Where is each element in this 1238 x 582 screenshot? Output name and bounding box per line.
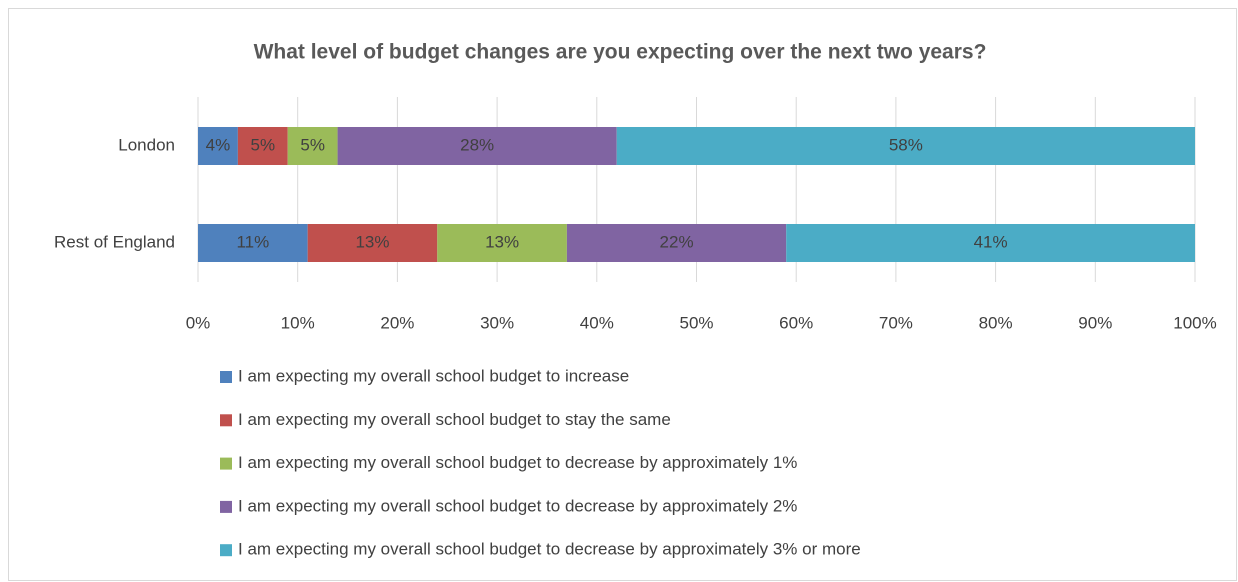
- bar-segment: [616, 127, 1195, 165]
- y-tick-label: London: [118, 135, 175, 154]
- bar-segment: [237, 127, 288, 165]
- x-tick-label: 10%: [281, 313, 315, 332]
- x-tick-label: 50%: [679, 313, 713, 332]
- legend-label: I am expecting my overall school budget …: [238, 540, 861, 559]
- legend-swatch: [220, 371, 232, 383]
- x-tick-label: 60%: [779, 313, 813, 332]
- bar-segment: [307, 224, 438, 262]
- data-label: 4%: [206, 135, 231, 154]
- chart-border: [8, 8, 1237, 581]
- x-tick-label: 80%: [979, 313, 1013, 332]
- legend-swatch: [220, 544, 232, 557]
- bar-segment: [198, 127, 238, 165]
- x-tick-label: 0%: [186, 313, 211, 332]
- data-label: 13%: [355, 232, 389, 251]
- x-tick-label: 100%: [1173, 313, 1216, 332]
- legend-label: I am expecting my overall school budget …: [238, 453, 797, 472]
- x-tick-label: 70%: [879, 313, 913, 332]
- data-label: 41%: [974, 232, 1008, 251]
- chart-title: What level of budget changes are you exp…: [254, 41, 987, 64]
- legend-label: I am expecting my overall school budget …: [238, 410, 671, 429]
- data-label: 5%: [251, 135, 276, 154]
- legend-swatch: [220, 414, 232, 427]
- data-label: 58%: [889, 135, 923, 154]
- x-tick-label: 90%: [1078, 313, 1112, 332]
- legend-label: I am expecting my overall school budget …: [238, 496, 797, 515]
- data-label: 22%: [660, 232, 694, 251]
- bar-segment: [566, 224, 787, 262]
- legend-swatch: [220, 457, 232, 470]
- data-label: 13%: [485, 232, 519, 251]
- legend-swatch: [220, 500, 232, 513]
- data-label: 11%: [236, 232, 269, 251]
- bar-segment: [287, 127, 338, 165]
- x-tick-label: 20%: [380, 313, 414, 332]
- bar-segment: [786, 224, 1195, 262]
- bar-segment: [337, 127, 617, 165]
- x-tick-label: 40%: [580, 313, 614, 332]
- bar-segment: [437, 224, 567, 262]
- legend-label: I am expecting my overall school budget …: [238, 366, 629, 385]
- bar-segment: [198, 224, 308, 262]
- data-label: 28%: [460, 135, 494, 154]
- data-label: 5%: [300, 135, 325, 154]
- y-tick-label: Rest of England: [54, 232, 175, 251]
- x-tick-label: 30%: [480, 313, 514, 332]
